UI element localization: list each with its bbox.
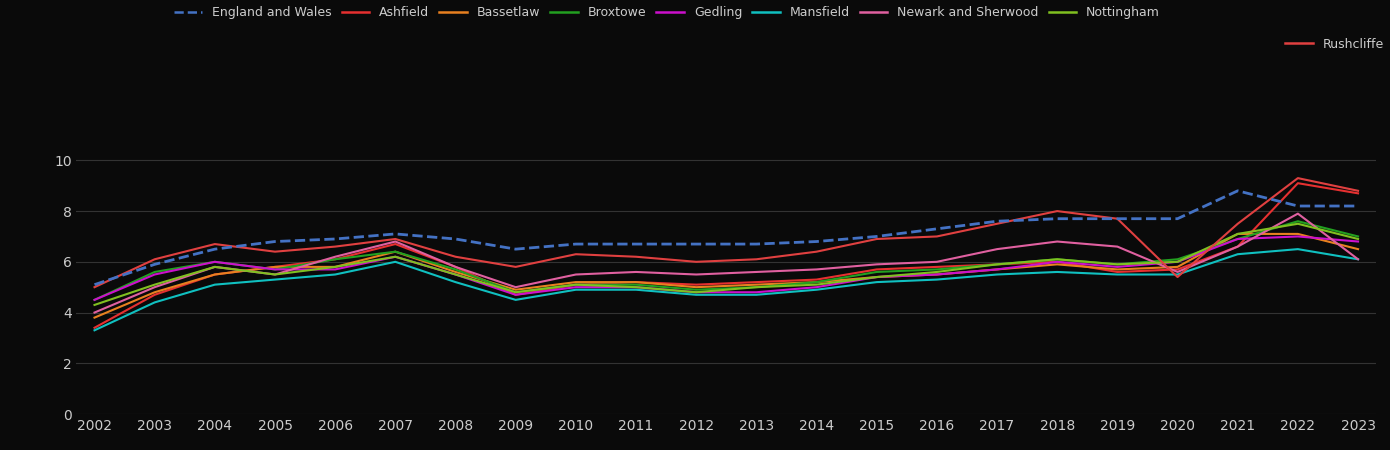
Legend: England and Wales, Ashfield, Bassetlaw, Broxtowe, Gedling, Mansfield, Newark and: England and Wales, Ashfield, Bassetlaw, … bbox=[174, 6, 1161, 19]
Legend: Rushcliffe: Rushcliffe bbox=[1284, 38, 1384, 51]
